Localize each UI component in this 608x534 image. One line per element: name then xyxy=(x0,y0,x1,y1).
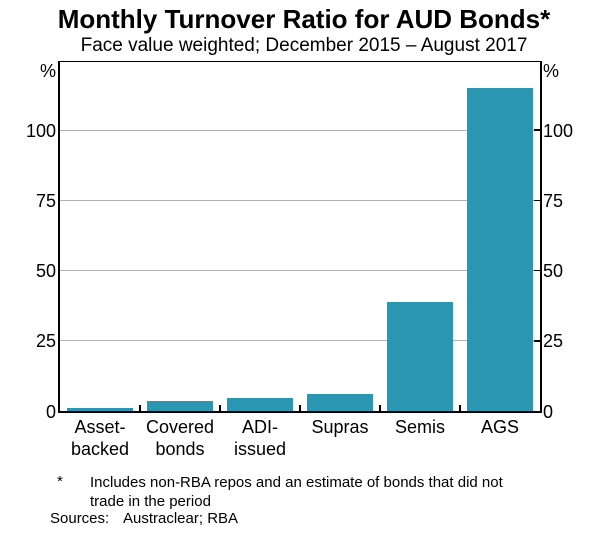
chart-title: Monthly Turnover Ratio for AUD Bonds* xyxy=(57,4,551,34)
right-axis-tick-100 xyxy=(534,129,540,131)
x-axis-tick-3 xyxy=(299,405,301,411)
bar-asset-backed xyxy=(67,408,133,411)
y-tick-label-right-25: 25 xyxy=(543,331,564,352)
gridline-25 xyxy=(60,340,540,342)
right-axis-tick-50 xyxy=(534,269,540,272)
y-axis-unit-right: % xyxy=(543,61,560,81)
plot-area xyxy=(58,61,542,413)
gridline-100 xyxy=(60,129,540,131)
right-axis-tick-25 xyxy=(534,340,540,342)
y-tick-label-left-50: 50 xyxy=(35,261,56,282)
chart-subtitle: Face value weighted; December 2015 – Aug… xyxy=(80,35,528,56)
x-category-label-6: AGS xyxy=(480,417,519,437)
x-category-label-2: Covered bonds xyxy=(145,417,215,459)
y-tick-label-right-50: 50 xyxy=(543,261,564,282)
y-tick-label-left-75: 75 xyxy=(35,190,56,211)
x-category-label-3: ADI- issued xyxy=(233,417,287,459)
x-axis-tick-1 xyxy=(139,405,141,411)
x-category-label-4: Supras xyxy=(311,417,369,437)
y-tick-label-right-0: 0 xyxy=(543,401,554,422)
x-axis-tick-4 xyxy=(379,405,381,411)
x-category-label-1: Asset- backed xyxy=(70,417,130,459)
footnote-text: Includes non-RBA repos and an estimate o… xyxy=(90,474,503,510)
bar-supras xyxy=(307,394,373,411)
gridline-75 xyxy=(60,199,540,201)
sources-value: Austraclear; RBA xyxy=(123,510,239,527)
bar-ags xyxy=(467,88,533,411)
gridline-50 xyxy=(60,270,540,272)
y-tick-label-left-25: 25 xyxy=(35,331,56,352)
y-tick-label-left-100: 100 xyxy=(25,120,56,141)
y-tick-label-right-75: 75 xyxy=(543,190,564,211)
x-category-label-5: Semis xyxy=(394,417,445,437)
footnote-marker: * xyxy=(57,473,63,490)
y-tick-label-right-100: 100 xyxy=(543,120,574,141)
x-axis-tick-2 xyxy=(219,405,221,411)
x-axis-tick-5 xyxy=(459,405,461,411)
sources-label: Sources: xyxy=(50,510,110,527)
y-tick-label-left-0: 0 xyxy=(45,401,56,422)
bar-adi-issued xyxy=(227,398,293,411)
y-axis-unit-left: % xyxy=(39,61,56,81)
bar-covered-bonds xyxy=(147,401,213,411)
right-axis-tick-75 xyxy=(534,199,540,202)
bar-semis xyxy=(387,301,453,411)
